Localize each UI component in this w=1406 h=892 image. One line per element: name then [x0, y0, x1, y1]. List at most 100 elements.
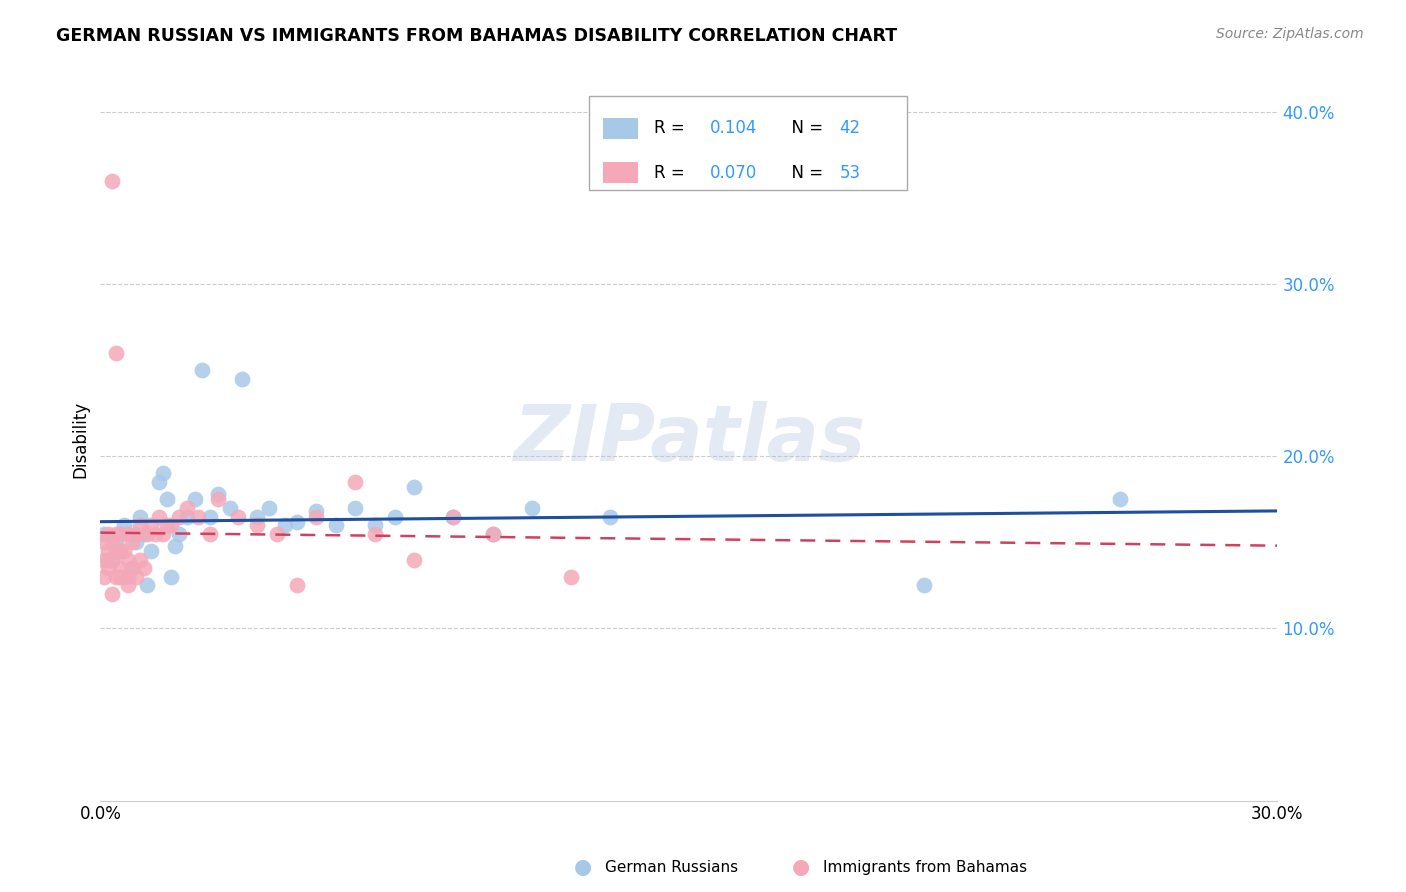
Point [364, 518, 387, 533]
Point [105, 570, 128, 584]
Point [117, 526, 139, 541]
Point [136, 526, 159, 541]
Point [404, 552, 426, 566]
Point [121, 561, 143, 575]
Point [108, 544, 131, 558]
Point [101, 587, 124, 601]
Point [183, 492, 205, 507]
Point [200, 509, 222, 524]
Point [305, 509, 328, 524]
Text: ●: ● [793, 857, 810, 877]
Point [443, 509, 465, 524]
Point [117, 570, 139, 584]
Point [141, 518, 163, 533]
Point [481, 526, 503, 541]
Point [97, 552, 120, 566]
Text: R =: R = [654, 120, 695, 137]
Point [246, 518, 269, 533]
Point [187, 509, 209, 524]
Point [560, 570, 582, 584]
Point [156, 492, 179, 507]
Text: Source: ZipAtlas.com: Source: ZipAtlas.com [1216, 27, 1364, 41]
Point [191, 363, 214, 377]
Point [108, 570, 131, 584]
Point [124, 535, 146, 549]
Point [108, 561, 131, 575]
Point [167, 509, 190, 524]
Point [156, 518, 179, 533]
Text: German Russians: German Russians [605, 860, 738, 874]
Point [105, 544, 128, 558]
Text: 53: 53 [839, 163, 860, 182]
Point [152, 526, 174, 541]
Point [141, 544, 163, 558]
FancyBboxPatch shape [589, 95, 907, 189]
Text: GERMAN RUSSIAN VS IMMIGRANTS FROM BAHAMAS DISABILITY CORRELATION CHART: GERMAN RUSSIAN VS IMMIGRANTS FROM BAHAMA… [56, 27, 897, 45]
Point [93, 535, 115, 549]
Point [136, 578, 159, 592]
Text: Immigrants from Bahamas: Immigrants from Bahamas [823, 860, 1026, 874]
Point [112, 544, 135, 558]
Point [124, 526, 146, 541]
Point [1109, 492, 1132, 507]
Point [117, 552, 139, 566]
Point [218, 500, 240, 515]
Point [101, 552, 124, 566]
Point [325, 518, 347, 533]
Point [305, 504, 328, 518]
Text: N =: N = [780, 163, 828, 182]
Point [121, 561, 143, 575]
Y-axis label: Disability: Disability [72, 401, 89, 477]
Text: ●: ● [575, 857, 592, 877]
Point [266, 526, 288, 541]
Point [132, 526, 155, 541]
Point [257, 500, 280, 515]
Point [112, 518, 135, 533]
Point [132, 561, 155, 575]
Point [128, 552, 150, 566]
Point [384, 509, 406, 524]
Point [124, 570, 146, 584]
Point [200, 526, 222, 541]
Point [226, 509, 249, 524]
Text: ZIPatlas: ZIPatlas [513, 401, 865, 477]
Point [246, 509, 269, 524]
Text: 0.104: 0.104 [710, 120, 758, 137]
Point [344, 500, 367, 515]
Point [274, 518, 297, 533]
FancyBboxPatch shape [603, 118, 638, 139]
Point [344, 475, 367, 489]
Point [143, 526, 166, 541]
Point [160, 570, 183, 584]
Point [112, 570, 135, 584]
Point [101, 535, 124, 549]
Point [364, 526, 387, 541]
Point [128, 518, 150, 533]
Point [148, 509, 170, 524]
Point [105, 526, 128, 541]
Point [117, 578, 139, 592]
Text: N =: N = [780, 120, 828, 137]
Point [121, 535, 143, 549]
Point [207, 492, 229, 507]
Point [93, 552, 115, 566]
Point [93, 570, 115, 584]
Point [152, 467, 174, 481]
Point [148, 475, 170, 489]
Point [231, 372, 253, 386]
Point [101, 552, 124, 566]
Point [599, 509, 621, 524]
Point [105, 346, 128, 360]
Point [97, 561, 120, 575]
Point [404, 480, 426, 494]
Point [520, 500, 543, 515]
Point [207, 487, 229, 501]
Point [105, 535, 128, 549]
Text: R =: R = [654, 163, 695, 182]
Point [167, 526, 190, 541]
Text: 42: 42 [839, 120, 860, 137]
Point [160, 518, 183, 533]
Point [108, 544, 131, 558]
Point [443, 509, 465, 524]
Text: 0.070: 0.070 [710, 163, 758, 182]
